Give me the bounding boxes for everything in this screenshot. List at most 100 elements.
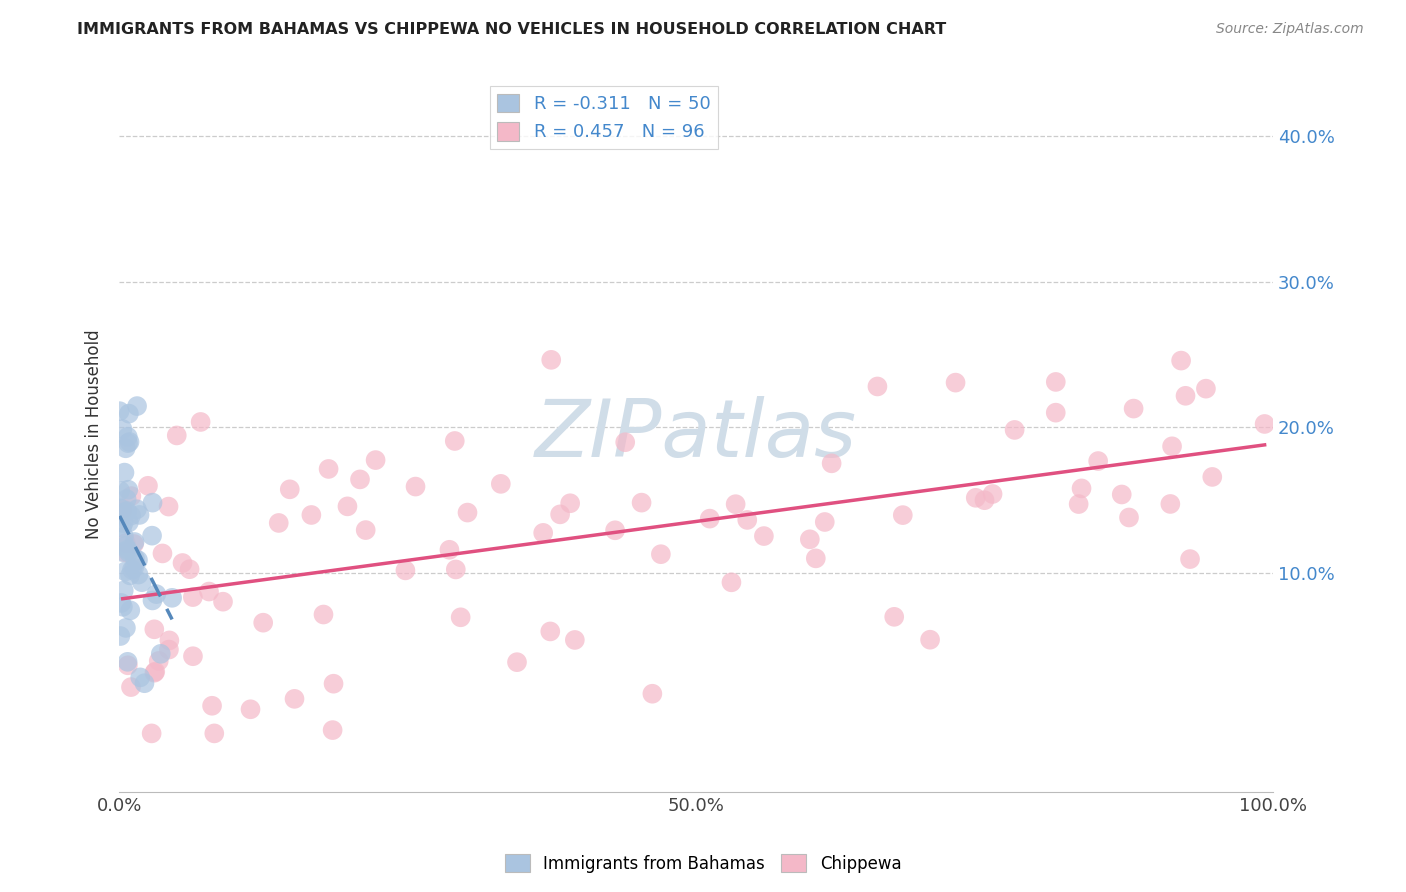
Point	[141, 593, 163, 607]
Point	[143, 665, 166, 680]
Point	[120, 680, 142, 694]
Legend: R = -0.311   N = 50, R = 0.457   N = 96: R = -0.311 N = 50, R = 0.457 N = 96	[491, 87, 717, 149]
Point	[112, 583, 135, 598]
Point	[117, 545, 139, 559]
Point	[439, 542, 461, 557]
Point	[108, 404, 131, 418]
Point	[110, 596, 132, 610]
Point	[540, 352, 562, 367]
Point	[201, 698, 224, 713]
Point	[506, 655, 529, 669]
Point	[814, 515, 837, 529]
Point	[122, 561, 145, 575]
Point	[720, 575, 742, 590]
Point	[152, 546, 174, 560]
Point	[212, 595, 235, 609]
Point	[883, 609, 905, 624]
Point	[239, 702, 262, 716]
Point	[444, 562, 467, 576]
Point	[114, 565, 136, 579]
Text: Source: ZipAtlas.com: Source: ZipAtlas.com	[1216, 22, 1364, 37]
Point	[117, 655, 139, 669]
Point	[1178, 552, 1201, 566]
Point	[1122, 401, 1144, 416]
Point	[531, 525, 554, 540]
Point	[115, 492, 138, 507]
Point	[650, 547, 672, 561]
Point	[114, 466, 136, 480]
Point	[804, 551, 827, 566]
Point	[560, 496, 582, 510]
Point	[1159, 497, 1181, 511]
Point	[120, 489, 142, 503]
Point	[405, 479, 427, 493]
Point	[111, 501, 134, 516]
Point	[157, 633, 180, 648]
Point	[141, 529, 163, 543]
Point	[124, 551, 146, 566]
Point	[111, 422, 134, 436]
Point	[143, 665, 166, 679]
Point	[179, 562, 201, 576]
Point	[149, 647, 172, 661]
Point	[117, 483, 139, 497]
Point	[1067, 497, 1090, 511]
Point	[172, 556, 194, 570]
Point	[278, 483, 301, 497]
Point	[724, 497, 747, 511]
Point	[299, 508, 322, 522]
Y-axis label: No Vehicles in Household: No Vehicles in Household	[86, 330, 103, 540]
Point	[143, 622, 166, 636]
Point	[394, 563, 416, 577]
Point	[120, 603, 142, 617]
Point	[1195, 382, 1218, 396]
Point	[349, 472, 371, 486]
Text: ZIPatlas: ZIPatlas	[536, 395, 858, 474]
Point	[181, 649, 204, 664]
Point	[1004, 423, 1026, 437]
Point	[110, 629, 132, 643]
Point	[134, 676, 156, 690]
Point	[252, 615, 274, 630]
Point	[267, 516, 290, 530]
Point	[965, 491, 987, 505]
Point	[354, 523, 377, 537]
Point	[450, 610, 472, 624]
Point	[866, 379, 889, 393]
Point	[136, 479, 159, 493]
Point	[118, 434, 141, 449]
Point	[114, 442, 136, 456]
Point	[283, 691, 305, 706]
Point	[1201, 470, 1223, 484]
Point	[131, 575, 153, 590]
Point	[110, 501, 132, 516]
Point	[125, 399, 148, 413]
Point	[920, 632, 942, 647]
Point	[111, 521, 134, 535]
Point	[141, 495, 163, 509]
Point	[157, 642, 180, 657]
Point	[630, 495, 652, 509]
Point	[945, 376, 967, 390]
Point	[112, 516, 135, 530]
Point	[117, 430, 139, 444]
Point	[799, 533, 821, 547]
Point	[1045, 406, 1067, 420]
Point	[129, 670, 152, 684]
Point	[115, 621, 138, 635]
Point	[117, 542, 139, 557]
Point	[1118, 510, 1140, 524]
Point	[110, 483, 132, 498]
Point	[117, 504, 139, 518]
Point	[148, 654, 170, 668]
Text: IMMIGRANTS FROM BAHAMAS VS CHIPPEWA NO VEHICLES IN HOUSEHOLD CORRELATION CHART: IMMIGRANTS FROM BAHAMAS VS CHIPPEWA NO V…	[77, 22, 946, 37]
Point	[973, 493, 995, 508]
Point	[202, 726, 225, 740]
Point	[124, 535, 146, 549]
Point	[641, 687, 664, 701]
Point	[114, 539, 136, 553]
Point	[336, 500, 359, 514]
Point	[118, 568, 141, 582]
Point	[457, 506, 479, 520]
Point	[1111, 487, 1133, 501]
